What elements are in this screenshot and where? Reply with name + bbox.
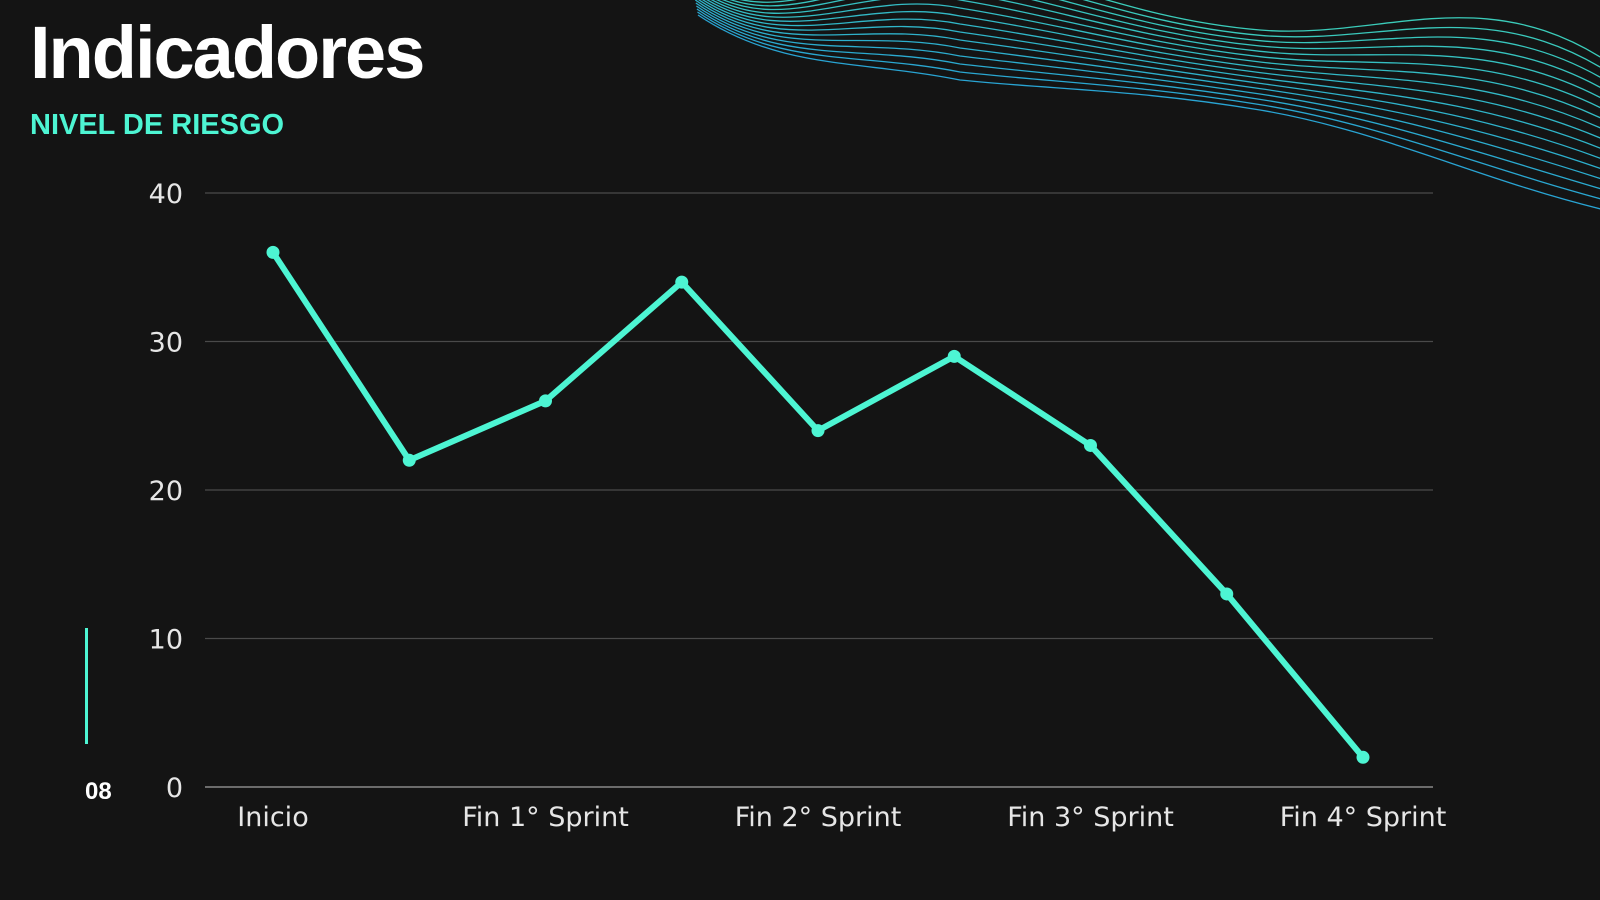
- data-point: [266, 245, 280, 259]
- data-point: [675, 275, 689, 289]
- x-tick-label: Fin 3° Sprint: [1007, 802, 1174, 833]
- data-point: [1220, 587, 1234, 601]
- page-indicator-bar: [85, 628, 88, 744]
- wave-line: [696, 5, 1600, 180]
- wave-line: [697, 14, 1600, 210]
- data-point: [402, 453, 416, 467]
- x-tick-label: Fin 4° Sprint: [1280, 802, 1447, 833]
- page-number: 08: [85, 778, 112, 805]
- x-tick-label: Inicio: [237, 802, 308, 833]
- wave-line: [716, 0, 1600, 109]
- x-tick-label: Fin 1° Sprint: [462, 802, 629, 833]
- page-title: Indicadores: [30, 11, 425, 94]
- wave-line: [711, 0, 1600, 119]
- data-point: [1084, 438, 1097, 452]
- wave-line: [721, 0, 1600, 99]
- y-tick-label: 40: [149, 179, 183, 210]
- wave-line: [706, 0, 1600, 129]
- x-tick-label: Fin 2° Sprint: [735, 802, 902, 833]
- chart-subtitle: NIVEL DE RIESGO: [30, 109, 285, 141]
- wave-line: [740, 0, 1600, 79]
- y-tick-label: 0: [166, 773, 183, 804]
- series-line: [270, 249, 1366, 761]
- wave-line: [696, 8, 1600, 190]
- wave-line: [729, 0, 1600, 89]
- wave-line: [702, 0, 1600, 139]
- wave-line: [1104, 0, 1600, 58]
- wave-line: [694, 0, 1600, 159]
- y-tick-label: 30: [149, 328, 183, 359]
- wave-line: [695, 2, 1600, 169]
- data-point: [539, 394, 552, 408]
- wave-line: [1082, 0, 1600, 68]
- wave-line: [697, 11, 1600, 200]
- data-point: [811, 424, 825, 438]
- data-point: [1356, 750, 1370, 764]
- y-tick-label: 10: [149, 625, 183, 656]
- data-point: [947, 349, 961, 363]
- wave-line: [698, 0, 1600, 149]
- y-tick-label: 20: [149, 476, 183, 507]
